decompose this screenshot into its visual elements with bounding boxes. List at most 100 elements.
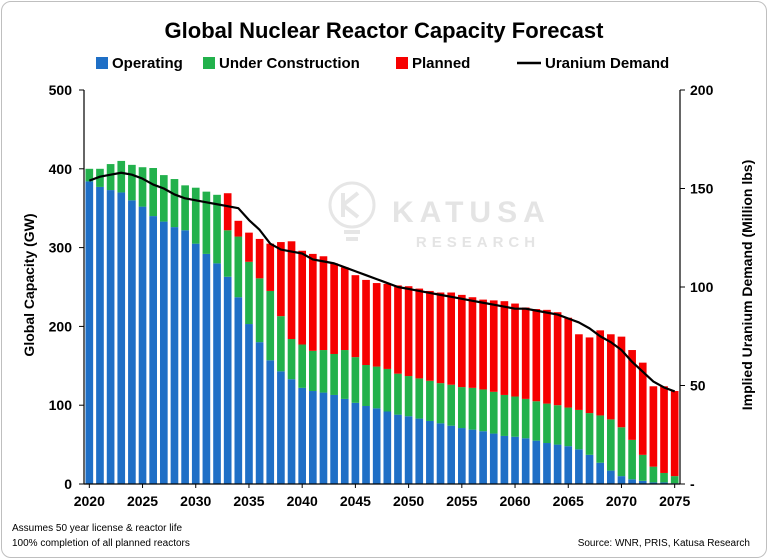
bar-operating-2056 [468, 429, 477, 484]
bar-under-construction-2065 [564, 407, 573, 447]
x-tick-label: 2050 [393, 493, 424, 509]
y2-tick-label: 50 [690, 378, 706, 394]
bar-operating-2050 [404, 416, 413, 484]
bar-planned-2041 [308, 253, 317, 351]
bar-planned-2051 [415, 288, 424, 379]
bar-under-construction-2056 [468, 387, 477, 430]
bar-operating-2045 [351, 402, 360, 484]
bar-planned-2043 [330, 263, 338, 354]
y-tick-label: 200 [49, 318, 73, 334]
bar-planned-2036 [255, 238, 264, 279]
bar-under-construction-2042 [319, 350, 328, 393]
note-1: Assumes 50 year license & reactor life [12, 523, 183, 534]
bar-operating-2020 [85, 181, 94, 484]
bar-operating-2065 [564, 446, 573, 484]
bar-under-construction-2026 [149, 168, 158, 217]
bar-planned-2069 [606, 334, 615, 420]
bar-planned-2042 [319, 256, 328, 351]
legend: Operating Under Construction Planned Uraniu… [96, 55, 669, 72]
bar-under-construction-2052 [426, 380, 434, 421]
x-tick-label: 2035 [233, 493, 264, 509]
bar-planned-2065 [564, 317, 573, 408]
bar-operating-2057 [479, 431, 487, 484]
bar-planned-2054 [447, 292, 456, 385]
y-axis-title: Global Capacity (GW) [21, 213, 37, 356]
bars [85, 160, 679, 485]
bar-under-construction-2043 [330, 353, 338, 395]
bar-under-construction-2067 [585, 413, 594, 455]
bar-under-construction-2045 [351, 357, 360, 403]
bar-planned-2072 [638, 362, 647, 455]
x-tick-label: 2045 [340, 493, 371, 509]
bar-operating-2047 [372, 408, 381, 484]
bar-operating-2071 [628, 479, 636, 484]
bar-operating-2027 [159, 221, 168, 484]
bar-planned-2068 [596, 330, 605, 416]
bar-planned-2061 [521, 307, 530, 399]
y-tick-label: 500 [49, 82, 73, 98]
bar-operating-2022 [106, 190, 115, 484]
bar-under-construction-2036 [255, 278, 264, 343]
x-tick-label: 2075 [659, 493, 690, 509]
bar-operating-2070 [617, 476, 626, 484]
bar-planned-2040 [298, 250, 307, 345]
bar-planned-2059 [500, 301, 509, 395]
bar-planned-2063 [543, 309, 551, 404]
bar-under-construction-2037 [266, 290, 275, 361]
bar-operating-2042 [319, 392, 328, 484]
bar-planned-2046 [362, 279, 370, 366]
bar-operating-2060 [511, 436, 519, 484]
bar-operating-2037 [266, 360, 275, 484]
bar-under-construction-2049 [394, 373, 402, 415]
bar-planned-2067 [585, 337, 594, 414]
bar-operating-2072 [638, 480, 647, 484]
bar-under-construction-2051 [415, 378, 424, 419]
bar-under-construction-2058 [489, 391, 498, 434]
bar-operating-2055 [457, 428, 466, 484]
bar-under-construction-2064 [553, 405, 562, 445]
bar-planned-2039 [287, 241, 296, 340]
bar-operating-2026 [149, 216, 158, 484]
bar-operating-2039 [287, 379, 296, 484]
bar-under-construction-2041 [308, 350, 317, 392]
bar-planned-2056 [468, 297, 477, 388]
x-tick-label: 2060 [499, 493, 530, 509]
bar-planned-2050 [404, 286, 413, 377]
bar-planned-2070 [617, 336, 626, 428]
bar-operating-2043 [330, 394, 338, 484]
bar-planned-2033 [223, 193, 232, 231]
bar-under-construction-2073 [649, 466, 658, 483]
watermark: KATUSA RESEARCH [328, 181, 551, 251]
bar-planned-2057 [479, 299, 487, 390]
bar-under-construction-2029 [181, 185, 189, 231]
bar-under-construction-2062 [532, 401, 541, 441]
bar-planned-2074 [660, 386, 668, 473]
bar-under-construction-2063 [543, 403, 551, 444]
bar-under-construction-2075 [670, 476, 679, 484]
bar-operating-2059 [500, 435, 509, 484]
bar-operating-2067 [585, 454, 594, 484]
bar-operating-2048 [383, 411, 392, 484]
legend-swatch-under-construction [203, 57, 215, 69]
y-tick-label: 0 [64, 476, 72, 492]
bar-under-construction-2027 [159, 175, 168, 222]
bar-operating-2061 [521, 438, 530, 484]
bar-under-construction-2023 [117, 160, 126, 193]
bar-under-construction-2055 [457, 387, 466, 429]
line-uranium-demand [88, 171, 676, 393]
bar-under-construction-2024 [128, 164, 136, 201]
bar-under-construction-2060 [511, 396, 519, 437]
bar-under-construction-2030 [191, 187, 200, 244]
legend-swatch-operating [96, 57, 108, 69]
y2-axis-title: Implied Uranium Demand (Million lbs) [739, 160, 755, 410]
bar-operating-2066 [575, 449, 583, 484]
bar-planned-2052 [426, 290, 434, 381]
watermark-name: KATUSA [392, 196, 551, 229]
bar-operating-2058 [489, 433, 498, 484]
bar-under-construction-2066 [575, 409, 583, 450]
bar-operating-2029 [181, 230, 189, 484]
bar-planned-2062 [532, 309, 541, 402]
bar-planned-2047 [372, 283, 381, 367]
bar-operating-2074 [660, 482, 668, 484]
legend-label-operating: Operating [112, 55, 183, 72]
